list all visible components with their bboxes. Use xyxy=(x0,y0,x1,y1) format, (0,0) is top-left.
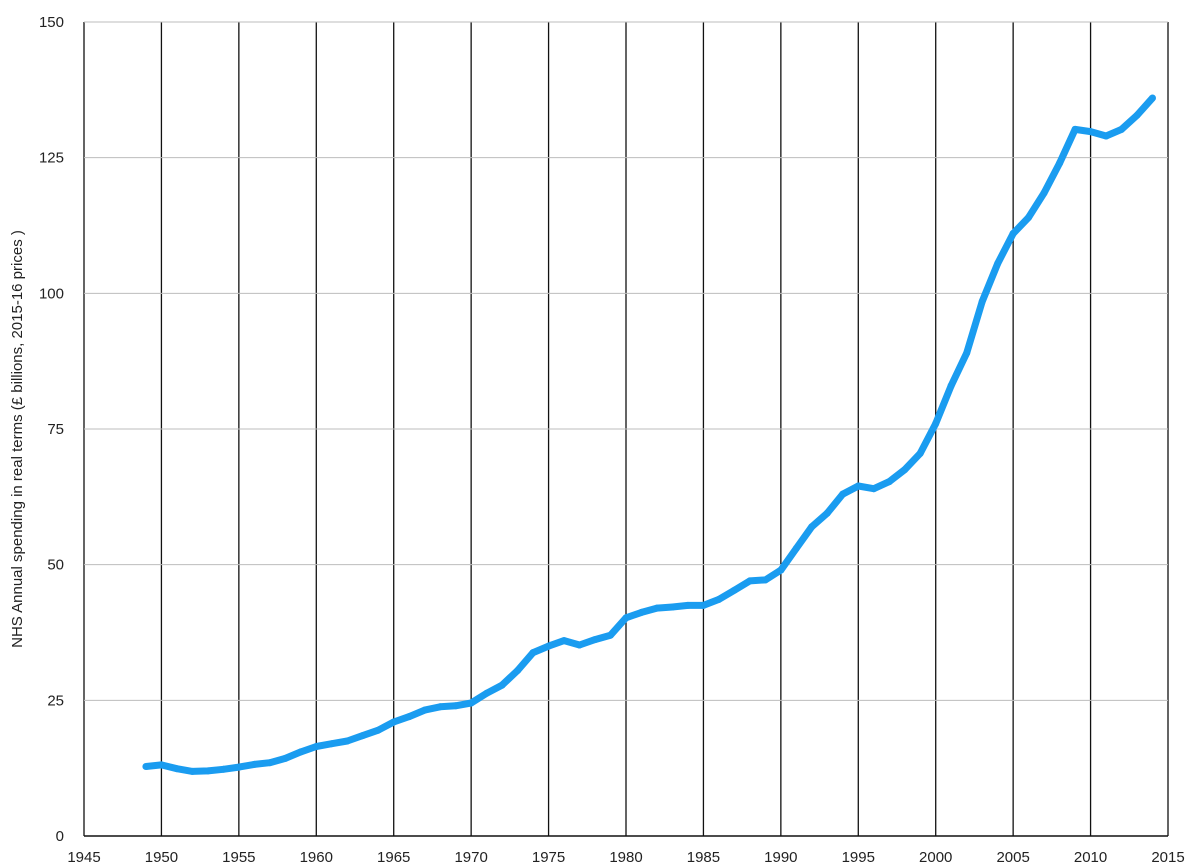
x-tick-labels: 1945 1950 1955 1960 1965 1970 1975 1980 1985 1990… xyxy=(67,849,1184,866)
y-tick-label-0: 0 xyxy=(56,828,64,845)
data-point-2005 xyxy=(1009,230,1017,238)
y-tick-label-150: 150 xyxy=(39,14,64,31)
data-point-1962 xyxy=(343,737,351,745)
x-tick-label-1990: 1990 xyxy=(764,849,797,866)
y-tick-label-75: 75 xyxy=(47,421,64,438)
data-point-1985 xyxy=(699,601,707,609)
data-point-2007 xyxy=(1040,189,1048,197)
data-point-1995 xyxy=(854,482,862,490)
y-axis-title: NHS Annual spending in real terms (£ bil… xyxy=(9,230,26,648)
data-point-1970 xyxy=(467,699,475,707)
series-layer xyxy=(142,94,1156,775)
data-point-2009 xyxy=(1071,125,1079,133)
data-point-1992 xyxy=(808,523,816,531)
x-tick-label-1985: 1985 xyxy=(687,849,720,866)
data-point-1953 xyxy=(204,767,212,775)
data-point-1963 xyxy=(359,732,367,740)
data-point-1998 xyxy=(901,466,909,474)
x-tick-label-2010: 2010 xyxy=(1074,849,1107,866)
data-point-1968 xyxy=(436,703,444,711)
y-tick-labels: 0 25 50 75 100 125 150 xyxy=(39,14,64,845)
data-point-2001 xyxy=(947,382,955,390)
x-tick-label-1950: 1950 xyxy=(145,849,178,866)
data-point-1957 xyxy=(266,759,274,767)
data-point-1983 xyxy=(669,603,676,611)
x-tick-label-2005: 2005 xyxy=(996,849,1029,866)
data-point-2008 xyxy=(1056,159,1064,167)
data-point-1950 xyxy=(157,761,165,769)
data-point-1997 xyxy=(885,478,893,486)
data-point-1952 xyxy=(188,767,196,775)
data-point-2012 xyxy=(1118,125,1125,133)
x-tick-label-2000: 2000 xyxy=(919,849,952,866)
data-point-1991 xyxy=(792,544,800,552)
data-point-1996 xyxy=(870,485,878,493)
data-point-1949 xyxy=(142,763,150,770)
data-point-1988 xyxy=(746,577,754,585)
data-point-1973 xyxy=(514,667,522,674)
data-point-1987 xyxy=(730,586,738,594)
data-point-2004 xyxy=(994,260,1002,267)
x-tick-label-1955: 1955 xyxy=(222,849,255,866)
data-point-2006 xyxy=(1025,213,1033,221)
y-tick-label-25: 25 xyxy=(47,692,64,709)
data-point-1971 xyxy=(483,689,491,697)
data-point-1986 xyxy=(715,595,723,603)
x-tick-label-1980: 1980 xyxy=(609,849,642,866)
y-tick-label-100: 100 xyxy=(39,285,64,302)
data-point-1976 xyxy=(560,637,568,645)
x-tick-label-1995: 1995 xyxy=(842,849,875,866)
data-point-1994 xyxy=(839,490,847,498)
x-tick-label-1960: 1960 xyxy=(300,849,333,866)
data-point-1951 xyxy=(173,765,181,773)
data-point-2003 xyxy=(978,298,986,305)
data-point-1981 xyxy=(638,608,645,616)
data-point-1960 xyxy=(312,743,320,750)
data-point-1966 xyxy=(405,713,413,721)
data-point-1979 xyxy=(607,631,614,639)
y-tick-label-125: 125 xyxy=(39,150,64,167)
data-point-1984 xyxy=(684,601,692,609)
x-tick-label-1965: 1965 xyxy=(377,849,410,866)
data-point-1974 xyxy=(529,649,537,657)
data-point-1972 xyxy=(498,681,506,689)
data-point-2011 xyxy=(1102,132,1110,140)
data-point-1958 xyxy=(281,754,289,762)
data-point-1989 xyxy=(761,576,769,584)
series-line-0 xyxy=(145,95,1156,775)
data-point-1977 xyxy=(576,641,583,649)
data-point-1993 xyxy=(823,509,831,517)
data-point-2014 xyxy=(1149,94,1156,102)
data-point-1967 xyxy=(421,706,429,714)
data-point-2013 xyxy=(1133,111,1141,119)
data-point-1975 xyxy=(545,642,553,650)
data-point-1980 xyxy=(622,614,630,622)
data-point-1969 xyxy=(452,702,460,710)
horizontal-gridlines xyxy=(84,21,1168,837)
x-tick-label-2015: 2015 xyxy=(1151,849,1184,866)
x-tick-label-1970: 1970 xyxy=(454,849,487,866)
data-point-1954 xyxy=(219,765,227,773)
data-point-1978 xyxy=(591,636,599,644)
x-tick-label-1975: 1975 xyxy=(532,849,565,866)
data-point-1956 xyxy=(250,760,258,768)
data-point-2000 xyxy=(932,420,940,428)
data-point-1961 xyxy=(328,740,336,748)
y-tick-label-50: 50 xyxy=(47,557,64,574)
data-point-1964 xyxy=(374,726,382,734)
data-point-1999 xyxy=(916,449,924,457)
data-point-2010 xyxy=(1087,128,1095,136)
data-point-1955 xyxy=(235,763,243,771)
data-point-1965 xyxy=(390,718,398,726)
data-point-1982 xyxy=(653,604,661,612)
data-point-1990 xyxy=(777,566,785,574)
x-tick-label-1945: 1945 xyxy=(67,849,100,866)
data-point-2002 xyxy=(963,349,971,357)
data-point-1959 xyxy=(297,748,305,756)
